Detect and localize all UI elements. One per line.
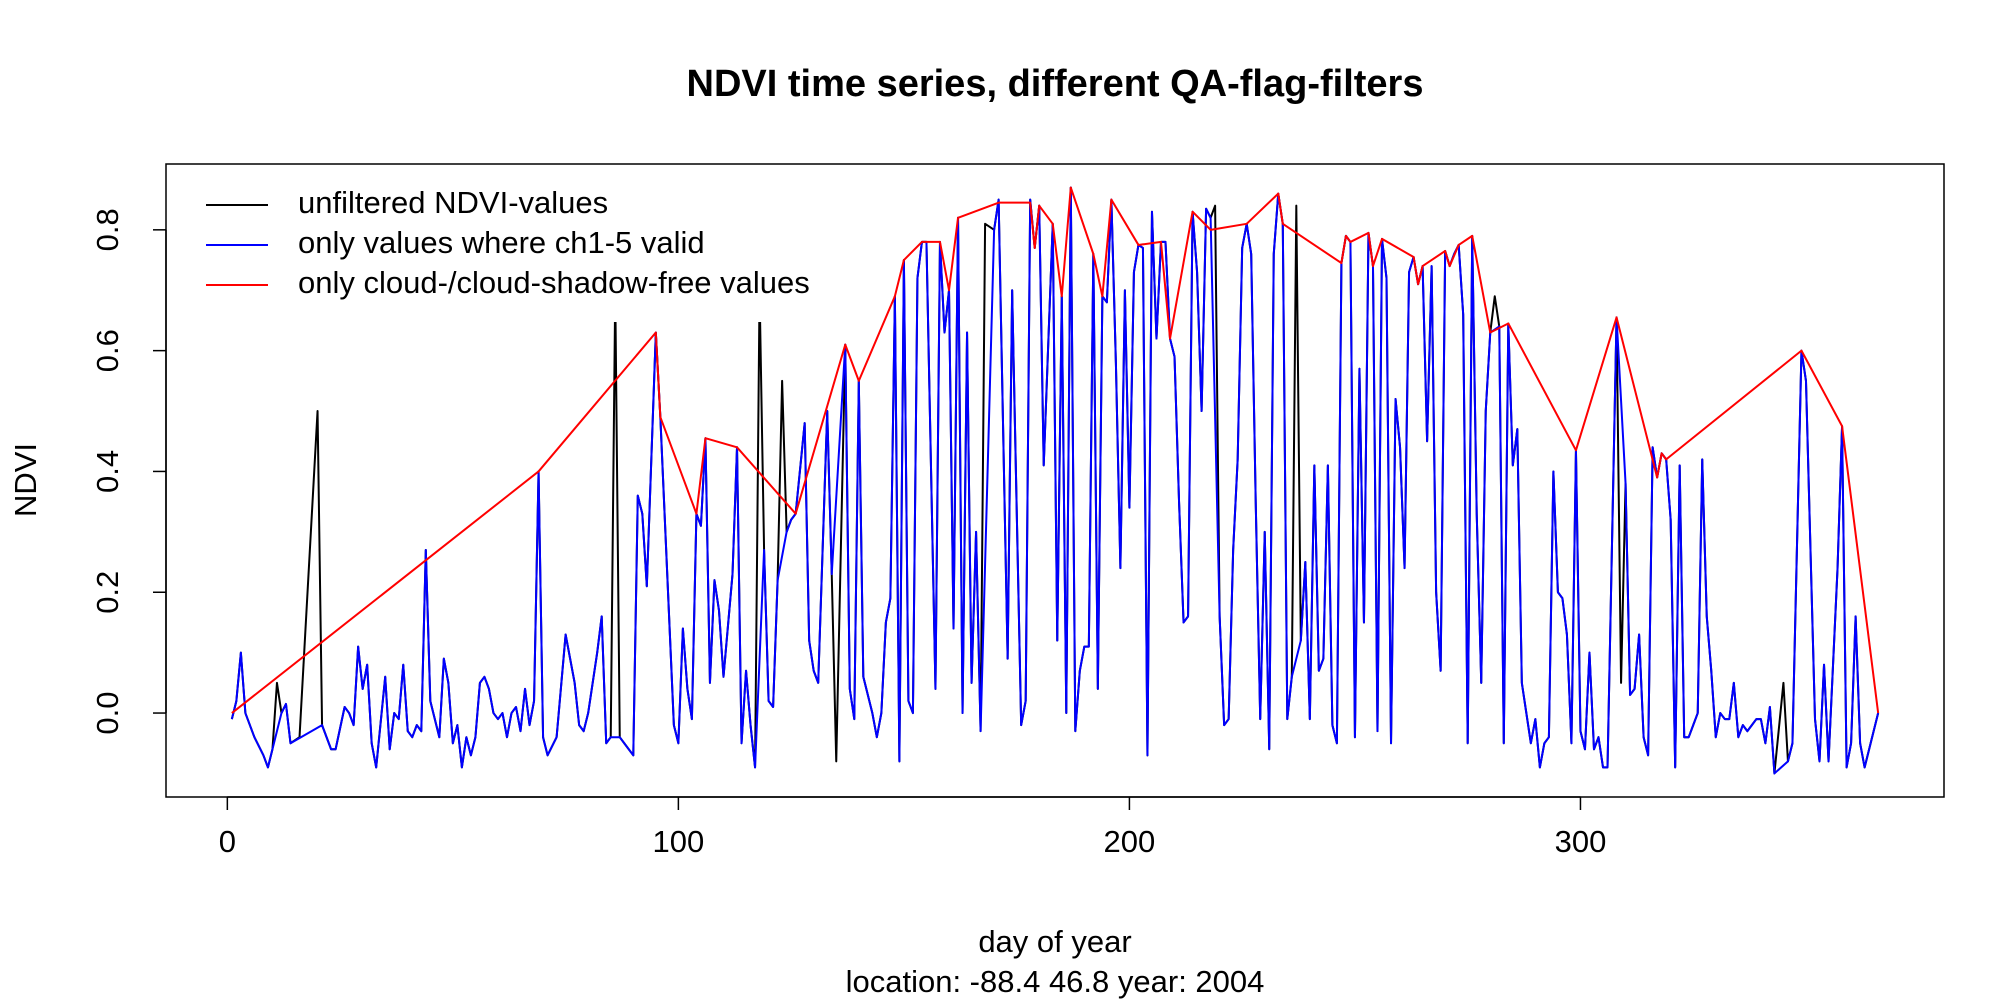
x-tick-label: 300	[1555, 824, 1607, 859]
axes: 0 100 200 300 0.0 0.2 0.4 0.6 0.8	[90, 208, 1606, 859]
legend-label: only values where ch1-5 valid	[298, 225, 705, 260]
y-tick-label: 0.2	[90, 571, 125, 614]
x-tick-label: 0	[219, 824, 236, 859]
y-tick-label: 0.4	[90, 450, 125, 493]
series-line	[231, 186, 1880, 714]
legend-label: unfiltered NDVI-values	[298, 185, 608, 220]
chart-title: NDVI time series, different QA-flag-filt…	[687, 63, 1424, 105]
y-tick-label: 0.6	[90, 329, 125, 372]
x-tick-label: 200	[1104, 824, 1156, 859]
legend-label: only cloud-/cloud-shadow-free values	[298, 265, 810, 300]
subtitle: location: -88.4 46.8 year: 2004	[846, 964, 1265, 999]
legend-box	[166, 164, 866, 322]
y-tick-label: 0.0	[90, 691, 125, 734]
y-tick-label: 0.8	[90, 208, 125, 251]
x-axis-label: day of year	[978, 924, 1131, 959]
x-tick-label: 100	[653, 824, 705, 859]
plot-area	[230, 186, 1880, 775]
legend: unfiltered NDVI-values only values where …	[166, 164, 866, 322]
y-axis-label: NDVI	[8, 443, 43, 517]
